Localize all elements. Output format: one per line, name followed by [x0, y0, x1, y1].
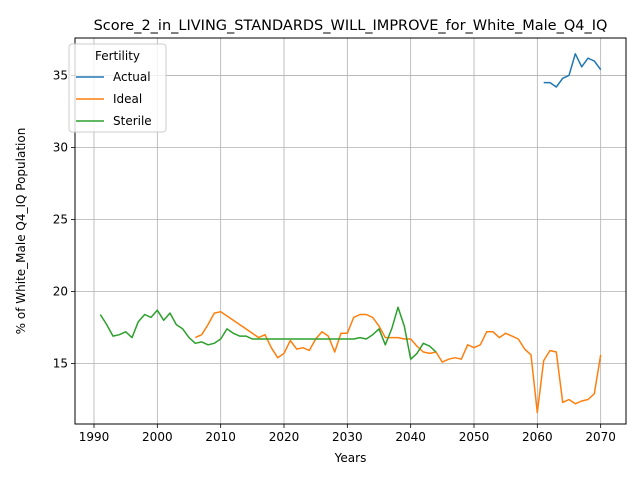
- y-axis: 15 20 25 30 35: [53, 68, 75, 371]
- legend-label-sterile: Sterile: [113, 114, 152, 128]
- y-tick-label: 20: [53, 284, 68, 298]
- series-line-sterile: [99, 306, 437, 360]
- y-tick-label: 35: [53, 68, 68, 82]
- plot-frame: [74, 37, 627, 425]
- x-axis-label: Years: [334, 451, 367, 465]
- legend-label-actual: Actual: [113, 70, 151, 84]
- x-tick-label: 2060: [522, 430, 553, 444]
- y-axis-label: % of White_Male Q4_IQ Population: [14, 128, 28, 335]
- x-tick-label: 2070: [585, 430, 616, 444]
- x-tick-label: 2020: [269, 430, 300, 444]
- grid: [75, 38, 626, 424]
- chart-title: Score_2_in_LIVING_STANDARDS_WILL_IMPROVE…: [94, 18, 608, 34]
- x-tick-label: 2050: [459, 430, 490, 444]
- series-line-ideal: [194, 310, 602, 414]
- legend-box: [68, 43, 167, 133]
- x-tick-label: 1990: [79, 430, 110, 444]
- legend: Fertility Actual Ideal Sterile: [68, 43, 167, 133]
- x-tick-label: 2040: [395, 430, 426, 444]
- x-axis: 1990 2000 2010 2020 2030 2040 2050 2060 2070: [79, 424, 616, 444]
- legend-title: Fertility: [95, 49, 140, 63]
- y-tick-label: 25: [53, 212, 68, 226]
- x-tick-label: 2030: [332, 430, 363, 444]
- y-tick-label: 15: [53, 357, 68, 371]
- series-line-actual: [543, 53, 602, 88]
- y-tick-label: 30: [53, 140, 68, 154]
- x-tick-label: 2010: [205, 430, 236, 444]
- plot-lines: [99, 53, 602, 414]
- x-tick-label: 2000: [142, 430, 173, 444]
- legend-label-ideal: Ideal: [113, 92, 142, 106]
